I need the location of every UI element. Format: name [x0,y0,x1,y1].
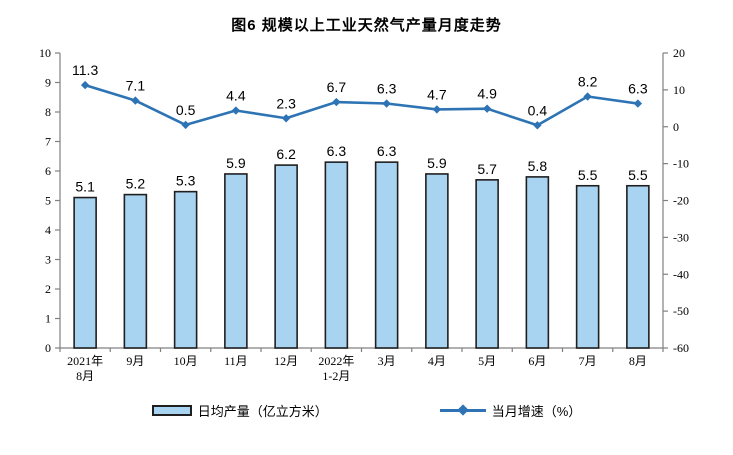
bar [123,193,148,349]
x-axis-category-label: 12月 [274,354,298,368]
line-value-label: 4.4 [226,88,246,104]
legend-label-daily-output: 日均产量（亿立方米） [197,403,328,419]
legend-item-line-series: 当月增速（%） [439,401,582,420]
x-axis-category-label: 8月 [76,369,94,383]
bar-value-label: 5.3 [176,173,196,189]
bar-series-swatch-icon [151,404,192,416]
right-axis-tick-label: -10 [673,157,689,171]
line-value-label: 6.3 [377,81,397,97]
line-value-label: 4.7 [427,86,447,102]
x-axis-category-label: 1-2月 [322,369,350,383]
x-axis-category-label: 4月 [428,354,446,368]
bar [475,179,499,349]
line-marker-diamond-icon [332,97,341,107]
right-axis-tick-label: 20 [673,46,685,60]
left-axis-tick-label: 5 [45,194,51,208]
x-axis-category-label: 2021年 [67,354,103,368]
x-axis-category-label: 7月 [579,354,597,368]
line-value-label: 8.2 [578,74,598,90]
line-value-label: 4.9 [477,86,497,102]
right-axis-tick-label: -60 [673,341,689,355]
bar-value-label: 6.3 [377,143,397,159]
line-marker-diamond-icon [482,104,492,113]
left-axis-tick-label: 6 [45,164,51,178]
line-marker-diamond-icon [281,114,291,123]
line-marker-diamond-icon [231,106,241,115]
bar [575,184,600,349]
line-value-label: 7.1 [126,78,146,94]
left-axis-tick-label: 0 [45,341,51,355]
bar-value-label: 5.5 [628,167,648,183]
bar-value-label: 5.9 [427,155,447,171]
line-value-label: 11.3 [72,62,98,78]
left-axis-tick-label: 2 [45,282,51,296]
bar [324,161,349,349]
legend-item-bar-series: 日均产量（亿立方米） [151,401,328,420]
left-axis-tick-label: 9 [45,76,51,90]
bar [374,161,399,349]
bar-value-label: 5.7 [477,161,497,177]
bar [173,190,198,349]
line-marker-diamond-icon [131,96,140,105]
line-marker-diamond-icon [432,105,442,114]
right-axis-tick-label: -40 [673,267,689,281]
left-axis-tick-label: 3 [45,253,51,267]
bar-value-label: 5.9 [226,155,246,171]
bar [274,164,298,349]
left-axis-tick-label: 8 [45,105,51,119]
line-marker-diamond-icon [80,80,90,90]
bar [525,176,550,349]
line-marker-diamond-icon [583,92,592,101]
x-axis-category-label: 10月 [174,354,198,368]
line-marker-diamond-icon [382,99,391,108]
line-value-label: 0.5 [176,102,196,118]
line-value-label: 2.3 [276,95,296,111]
left-axis-tick-label: 4 [45,223,51,237]
chart-title: 图6 规模以上工业天然气产量月度走势 [231,17,502,34]
line-marker-diamond-icon [181,120,190,130]
line-marker-diamond-icon [533,121,542,130]
bar [626,184,650,349]
x-axis-category-label: 5月 [478,354,496,368]
left-axis-tick-label: 10 [39,46,51,60]
bar-value-label: 5.1 [75,179,95,195]
x-axis-category-label: 6月 [528,354,546,368]
bar-value-label: 6.3 [327,143,347,159]
x-axis-category-label: 8月 [629,354,647,368]
x-axis-category-label: 2022年 [318,354,354,368]
left-axis-tick-label: 1 [45,312,51,326]
right-axis-tick-label: -20 [673,194,689,208]
line-series-swatch-icon [439,404,486,416]
bar [224,173,248,349]
bar-value-label: 6.2 [276,146,296,162]
bar [73,196,97,349]
line-marker-diamond-icon [633,99,643,108]
left-axis-tick-label: 7 [45,135,51,149]
right-axis-tick-label: -50 [673,304,689,318]
growth-line [84,83,639,127]
x-axis-category-label: 11月 [224,354,248,368]
legend-label-monthly-growth: 当月增速（%） [491,403,582,419]
line-value-label: 0.4 [528,102,548,118]
x-axis-category-label: 3月 [378,354,396,368]
line-value-label: 6.7 [327,79,347,95]
x-axis-category-label: 9月 [126,354,144,368]
bar-value-label: 5.2 [126,176,146,192]
bar-value-label: 5.5 [578,167,598,183]
chart-legend: 日均产量（亿立方米） 当月增速（%） [0,399,733,421]
right-axis-tick-label: 10 [673,83,685,97]
line-value-label: 6.3 [628,81,648,97]
right-axis-tick-label: -30 [673,230,689,244]
right-axis-tick-label: 0 [673,120,679,134]
bar-value-label: 5.8 [528,158,548,174]
bar [425,173,449,349]
